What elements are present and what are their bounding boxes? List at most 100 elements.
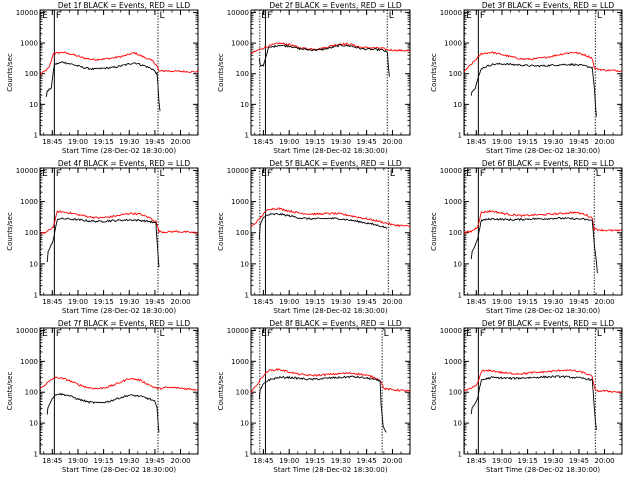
y-tick-label: 1000 [20,40,38,48]
x-tick-label: 20:00 [382,457,402,465]
marker-label-L: L [390,169,395,179]
x-tick-label: 18:45 [253,298,273,306]
y-axis-label: Counts/sec [217,212,225,251]
y-tick-label: 10000 [440,9,462,17]
x-tick-label: 18:45 [466,298,486,306]
x-tick-label: 18:45 [42,138,62,146]
y-tick-label: 10 [240,260,249,268]
series-line-events [46,217,160,267]
marker-label-L: L [389,11,394,21]
x-tick-label: 19:15 [305,138,325,146]
panel-title: Det 7f BLACK = Events, RED = LLD [58,319,191,328]
series-line-lld [39,376,199,391]
series-line-events [258,375,387,433]
panel-9: Det 9f BLACK = Events, RED = LLD 1 10 100 10… [430,319,623,474]
x-axis-label: Start Time (28-Dec-02 18:30:00) [486,307,600,315]
y-axis-label: Counts/sec [6,372,14,411]
x-axis-label: Start Time (28-Dec-02 18:30:00) [62,466,176,474]
series-line-events [470,216,598,274]
plot-frame [463,327,623,455]
panel-6: Det 6f BLACK = Events, RED = LLD 1 10 100 10… [430,159,623,315]
x-tick-label: 19:45 [357,138,377,146]
marker-label-L: L [596,169,601,179]
x-tick-label: 19:00 [492,457,512,465]
x-tick-label: 19:00 [68,298,88,306]
marker-label-L: L [384,329,389,339]
marker-label-E: E [42,169,48,179]
y-tick-label: 10 [29,260,38,268]
plot-frame [250,167,411,296]
x-tick-label: 19:00 [492,138,512,146]
y-axis-label: Counts/sec [430,212,438,251]
x-tick-label: 20:00 [170,298,190,306]
y-tick-label: 1 [458,292,462,300]
series-line-events [470,62,597,117]
x-tick-label: 19:30 [119,457,139,465]
x-tick-label: 19:30 [543,138,563,146]
y-axis-label: Counts/sec [430,372,438,411]
series-line-lld [463,51,623,73]
y-tick-label: 10000 [16,9,38,17]
y-tick-label: 10 [453,101,462,109]
panel-5: Det 5f BLACK = Events, RED = LLD 1 10 100 10… [217,159,411,315]
x-tick-label: 19:45 [357,457,377,465]
marker-label-E: E [42,11,48,21]
x-tick-label: 19:30 [331,457,351,465]
series-line-events [46,392,160,433]
marker-label-L: L [597,11,602,21]
y-tick-label: 100 [236,389,249,397]
x-tick-label: 19:15 [518,457,538,465]
marker-label-F: F [480,11,485,21]
panel-title: Det 2f BLACK = Events, RED = LLD [269,1,402,10]
y-tick-label: 1 [34,132,38,140]
series-line-events [45,61,161,112]
x-tick-label: 19:15 [305,457,325,465]
series-line-events [470,375,597,431]
marker-label-F: F [480,169,485,179]
marker-label-E: E [261,329,267,339]
x-tick-label: 18:45 [466,457,486,465]
panel-title: Det 9f BLACK = Events, RED = LLD [482,319,615,328]
x-tick-label: 20:00 [382,298,402,306]
series-line-lld [250,368,411,393]
x-tick-label: 18:45 [466,138,486,146]
series-line-lld [463,369,623,394]
y-tick-label: 1000 [231,40,249,48]
marker-label-L: L [159,11,164,21]
x-tick-label: 19:00 [68,138,88,146]
x-tick-label: 19:45 [145,138,165,146]
panel-title: Det 1f BLACK = Events, RED = LLD [58,1,191,10]
panel-1: Det 1f BLACK = Events, RED = LLD 1 10 100 10… [6,1,199,155]
y-tick-label: 100 [25,70,38,78]
y-tick-label: 1000 [444,198,462,206]
y-tick-label: 10000 [227,327,249,335]
y-tick-label: 1000 [20,358,38,366]
series-line-events [258,212,388,240]
plot-frame [463,9,623,136]
y-tick-label: 10 [453,260,462,268]
y-tick-label: 1000 [231,198,249,206]
x-tick-label: 19:15 [518,298,538,306]
y-tick-label: 1000 [231,358,249,366]
y-axis-label: Counts/sec [217,53,225,92]
x-tick-label: 19:00 [492,298,512,306]
x-tick-label: 19:30 [119,298,139,306]
x-tick-label: 19:00 [68,457,88,465]
series-line-lld [39,210,199,235]
y-tick-label: 10000 [227,167,249,175]
x-tick-label: 19:45 [569,457,589,465]
x-tick-label: 19:00 [279,138,299,146]
panel-title: Det 8f BLACK = Events, RED = LLD [269,319,402,328]
y-tick-label: 10 [453,420,462,428]
x-tick-label: 18:45 [42,298,62,306]
panel-7: Det 7f BLACK = Events, RED = LLD 1 10 100 10… [6,319,199,474]
y-tick-label: 1000 [444,40,462,48]
series-line-lld [40,51,199,75]
y-tick-label: 10000 [440,167,462,175]
marker-label-F: F [56,329,61,339]
x-tick-label: 19:45 [145,457,165,465]
plot-frame [463,167,623,296]
x-tick-label: 19:00 [279,298,299,306]
x-axis-label: Start Time (28-Dec-02 18:30:00) [273,147,387,155]
